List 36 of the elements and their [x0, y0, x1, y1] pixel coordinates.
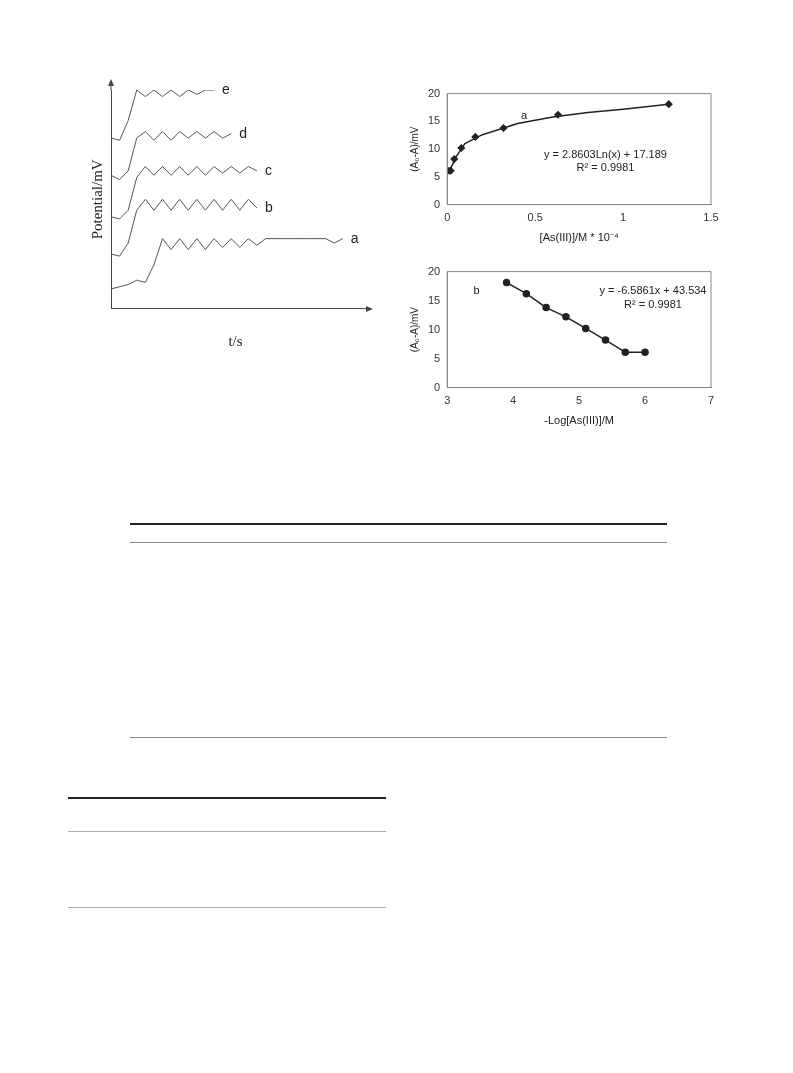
- series-label: d: [239, 124, 247, 141]
- annotation: b: [473, 284, 480, 297]
- series-label: e: [222, 80, 231, 97]
- y-tick-label: 5: [434, 351, 441, 364]
- x-tick-label: 3: [444, 394, 451, 407]
- x-axis-title: -Log[As(III)]/M: [544, 414, 614, 427]
- x-tick-label: 4: [510, 394, 517, 407]
- x-tick-label: 5: [576, 394, 583, 407]
- y-axis-title: (A₀-A)/mV: [408, 126, 420, 172]
- x-tick-label: 1: [620, 211, 627, 224]
- annotation: a: [521, 108, 529, 121]
- y-axis-title: Potential/mV: [88, 159, 105, 240]
- x-tick-label: 0.5: [527, 211, 543, 224]
- series-label: c: [264, 161, 272, 178]
- x-tick-label: 1.5: [703, 211, 719, 224]
- x-axis-title: t/s: [228, 332, 243, 349]
- y-axis-title: (A₀-A)/mV: [408, 306, 420, 353]
- x-tick-label: 0: [444, 211, 451, 224]
- x-axis-title: [As(III)]/M * 10⁻⁴: [539, 231, 619, 244]
- y-tick-label: 0: [434, 380, 441, 393]
- x-tick-label: 7: [707, 394, 715, 407]
- y-tick-label: 20: [427, 86, 441, 99]
- y-tick-label: 0: [434, 197, 441, 210]
- series-label: b: [264, 198, 273, 215]
- annotation: R² = 0.9981: [624, 298, 682, 311]
- annotation: y = -6.5861x + 43.534: [599, 284, 707, 297]
- y-tick-label: 10: [427, 142, 441, 155]
- annotation: y = 2.8603Ln(x) + 17.189: [544, 147, 667, 160]
- y-tick-label: 15: [427, 114, 441, 127]
- y-tick-label: 15: [427, 293, 441, 306]
- y-tick-label: 5: [434, 169, 441, 182]
- annotation: R² = 0.9981: [576, 161, 635, 173]
- x-tick-label: 6: [642, 394, 649, 407]
- y-tick-label: 10: [427, 322, 441, 335]
- series-label: a: [350, 229, 359, 246]
- y-tick-label: 20: [427, 264, 441, 277]
